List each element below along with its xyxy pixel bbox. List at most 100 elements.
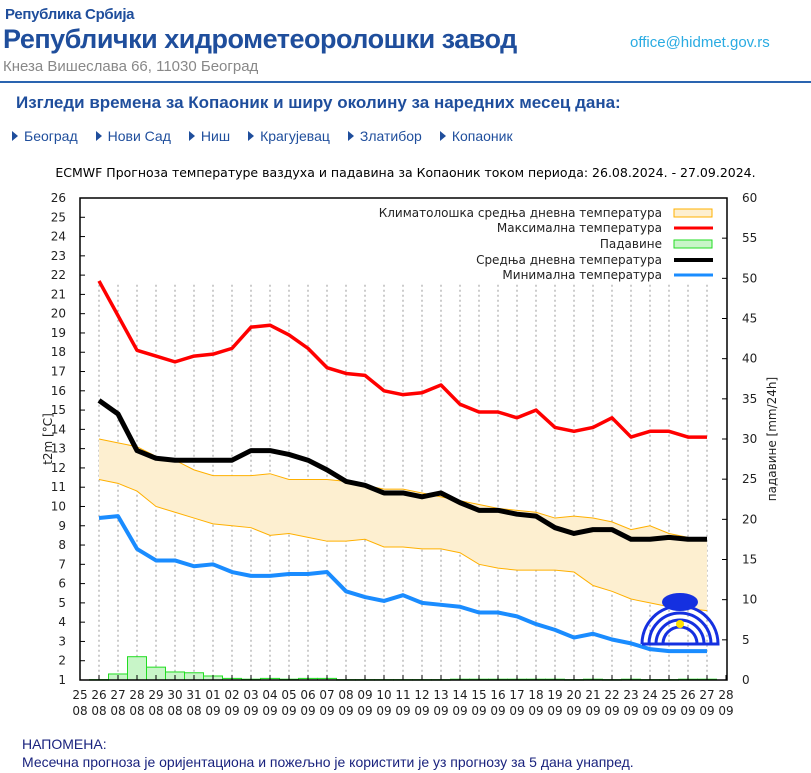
republic-label: Република Србија <box>5 6 135 23</box>
x-tick-label-day: 03 <box>243 688 258 702</box>
x-tick-label-day: 31 <box>186 688 201 702</box>
x-tick-label-month: 09 <box>262 704 277 718</box>
x-tick-label-day: 27 <box>699 688 714 702</box>
x-tick-label-day: 05 <box>281 688 296 702</box>
legend-swatch <box>673 208 713 218</box>
x-tick-label-day: 17 <box>509 688 524 702</box>
x-tick-label-day: 22 <box>604 688 619 702</box>
page-heading: Изгледи времена за Копаоник и ширу околи… <box>16 93 621 112</box>
y-tick-label: 18 <box>51 345 66 359</box>
x-tick-label-day: 11 <box>395 688 410 702</box>
address: Кнеза Вишеслава 66, 11030 Београд <box>3 58 259 75</box>
x-tick-label-month: 09 <box>661 704 676 718</box>
email-link[interactable]: office@hidmet.gov.rs <box>630 34 770 51</box>
x-tick-label-day: 26 <box>680 688 695 702</box>
x-tick-label-day: 08 <box>338 688 353 702</box>
institute-title[interactable]: Републички хидрометеоролошки завод <box>3 24 517 54</box>
x-tick-label-month: 09 <box>528 704 543 718</box>
y-tick-label: 21 <box>51 287 66 301</box>
nav-link-nis[interactable]: Ниш <box>188 128 230 144</box>
x-tick-label-month: 09 <box>395 704 410 718</box>
y-tick-label: 8 <box>58 538 66 552</box>
y-tick-label: 25 <box>51 210 66 224</box>
x-tick-label-day: 14 <box>452 688 467 702</box>
y2-tick-label: 25 <box>742 472 757 486</box>
x-tick-label-month: 09 <box>452 704 467 718</box>
nav-link-beograd[interactable]: Београд <box>12 128 78 144</box>
x-tick-label-day: 24 <box>642 688 657 702</box>
arrow-right-icon <box>248 131 255 141</box>
y-tick-label: 4 <box>58 615 66 629</box>
x-tick-label-day: 04 <box>262 688 277 702</box>
x-tick-label-month: 09 <box>414 704 429 718</box>
nav-label: Нови Сад <box>107 128 171 144</box>
y-tick-label: 10 <box>51 499 66 513</box>
x-tick-label-day: 10 <box>376 688 391 702</box>
nav-link-zlatibor[interactable]: Златибор <box>347 128 422 144</box>
y2-tick-label: 15 <box>742 553 757 567</box>
rhmz-logo <box>640 593 720 646</box>
legend-label: Минимална температура <box>502 268 662 282</box>
x-tick-label-month: 09 <box>338 704 353 718</box>
arrow-right-icon <box>95 131 102 141</box>
y-tick-label: 9 <box>58 519 66 533</box>
x-tick-label-day: 07 <box>319 688 334 702</box>
x-tick-label-day: 06 <box>300 688 315 702</box>
x-tick-label-month: 08 <box>167 704 182 718</box>
y-tick-label: 16 <box>51 384 66 398</box>
x-tick-label-month: 09 <box>205 704 220 718</box>
nav-link-kragujevac[interactable]: Крагујевац <box>248 128 330 144</box>
arrow-right-icon <box>439 131 446 141</box>
x-tick-label-day: 25 <box>661 688 676 702</box>
y-tick-label: 11 <box>51 480 66 494</box>
legend-swatch <box>673 239 713 249</box>
x-tick-label-day: 13 <box>433 688 448 702</box>
x-tick-label-month: 09 <box>224 704 239 718</box>
y2-tick-label: 10 <box>742 593 757 607</box>
x-tick-label-month: 09 <box>471 704 486 718</box>
y2-tick-label: 45 <box>742 312 757 326</box>
y-axis-label: t2m [°C] <box>41 413 55 465</box>
y2-tick-label: 60 <box>742 191 757 205</box>
x-tick-label-month: 09 <box>680 704 695 718</box>
nav-label: Београд <box>24 128 78 144</box>
x-tick-label-month: 08 <box>186 704 201 718</box>
forecast-chart: 1234567891011121314151617181920212223242… <box>41 191 779 718</box>
x-tick-label-day: 12 <box>414 688 429 702</box>
x-tick-label-month: 09 <box>243 704 258 718</box>
x-tick-label-day: 23 <box>623 688 638 702</box>
x-tick-label-month: 09 <box>376 704 391 718</box>
y2-tick-label: 0 <box>742 673 750 687</box>
nav-link-novi-sad[interactable]: Нови Сад <box>95 128 171 144</box>
arrow-right-icon <box>188 131 195 141</box>
x-tick-label-month: 09 <box>585 704 600 718</box>
x-tick-label-month: 09 <box>642 704 657 718</box>
y2-axis-label: падавине [mm/24h] <box>765 377 779 501</box>
x-tick-label-day: 19 <box>547 688 562 702</box>
legend-label: Падавине <box>600 237 662 251</box>
y-tick-label: 15 <box>51 403 66 417</box>
x-tick-label-month: 08 <box>72 704 87 718</box>
x-tick-label-day: 20 <box>566 688 581 702</box>
note-text: Месечна прогноза је оријентациона и поже… <box>22 754 634 770</box>
y2-tick-label: 20 <box>742 512 757 526</box>
x-tick-label-month: 09 <box>623 704 638 718</box>
x-tick-label-month: 08 <box>91 704 106 718</box>
y-tick-label: 13 <box>51 442 66 456</box>
x-tick-label-day: 28 <box>129 688 144 702</box>
y-tick-label: 26 <box>51 191 66 205</box>
y-tick-label: 14 <box>51 422 66 436</box>
y2-tick-label: 35 <box>742 392 757 406</box>
nav-link-kopaonik[interactable]: Копаоник <box>439 128 513 144</box>
x-tick-label-month: 08 <box>148 704 163 718</box>
nav-label: Копаоник <box>451 128 513 144</box>
x-tick-label-month: 09 <box>433 704 448 718</box>
arrow-right-icon <box>12 131 18 141</box>
y-tick-label: 12 <box>51 461 66 475</box>
climate-band-upper <box>98 438 708 540</box>
x-tick-label-month: 09 <box>319 704 334 718</box>
legend-label: Средња дневна температура <box>476 253 662 267</box>
x-tick-label-month: 09 <box>509 704 524 718</box>
x-tick-label-month: 09 <box>281 704 296 718</box>
x-tick-label-day: 01 <box>205 688 220 702</box>
